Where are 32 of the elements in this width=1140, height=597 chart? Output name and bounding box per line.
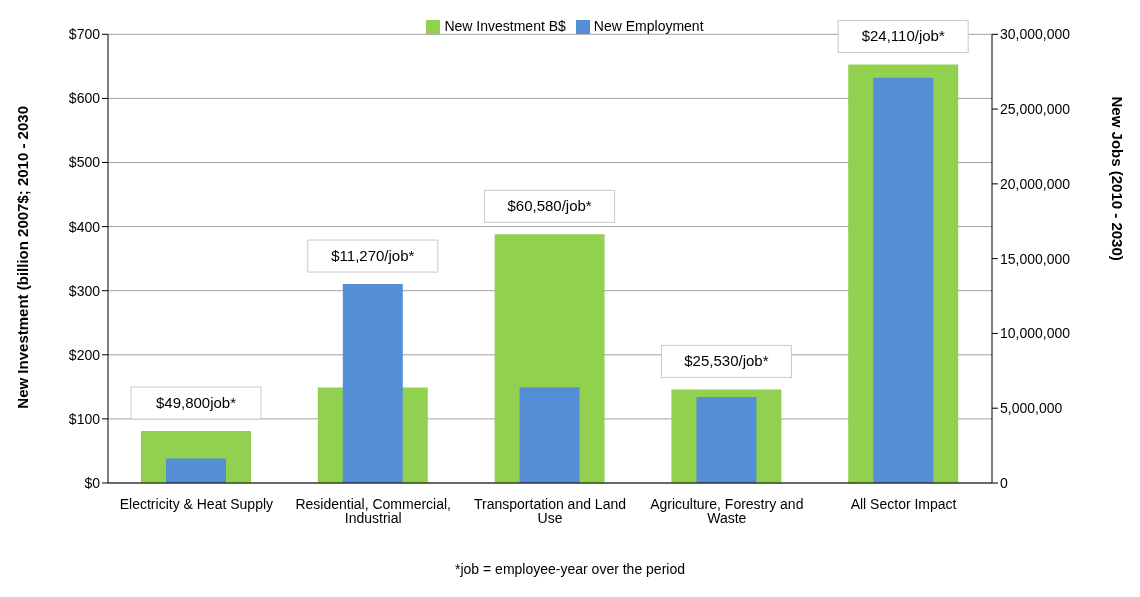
- legend-label: New Employment: [593, 18, 704, 34]
- y2-axis-title: New Jobs (2010 - 2030): [1108, 96, 1126, 261]
- annotation: $24,110/job*: [861, 27, 945, 45]
- x-tick-label: Transportation and Land Use: [473, 495, 627, 526]
- x-tick-label: All Sector Impact: [850, 495, 957, 512]
- y2-tick-label: 10,000,000: [1000, 325, 1071, 342]
- text: *job = employee-year over the period: [454, 561, 686, 577]
- x-tick-label: Residential, Commercial, Industrial: [295, 495, 451, 526]
- y2-tick-label: 0: [1000, 474, 1008, 491]
- y-tick-label: $0: [84, 474, 101, 491]
- y2-tick-label: 15,000,000: [1000, 250, 1071, 267]
- bar: [166, 458, 226, 483]
- bar: [519, 387, 580, 483]
- annotation: $11,270/job*: [331, 247, 415, 265]
- y2-tick-label: 20,000,000: [1000, 175, 1071, 192]
- y-tick-label: $200: [68, 346, 101, 363]
- annotation: $25,530/job*: [684, 352, 769, 370]
- annotation: $49,800job*: [155, 394, 237, 412]
- y2-tick-label: 30,000,000: [1000, 26, 1071, 43]
- y-tick-label: $100: [68, 410, 101, 427]
- annotation: $60,580/job*: [507, 197, 592, 215]
- x-tick-label: Electricity & Heat Supply: [119, 495, 274, 512]
- y2-tick-label: 5,000,000: [1000, 400, 1063, 417]
- y2-tick-label: 25,000,000: [1000, 101, 1071, 118]
- y-tick-label: $500: [68, 154, 101, 171]
- x-tick-label: Agriculture, Forestry and Waste: [650, 495, 804, 526]
- y-axis-title: New Investment (billion 2007$; 2010 - 2030: [14, 106, 32, 409]
- y-tick-label: $400: [68, 218, 101, 235]
- y-tick-label: $600: [68, 90, 101, 107]
- legend-label: New Investment B$: [444, 18, 566, 34]
- y-tick-label: $700: [68, 26, 101, 43]
- y-tick-label: $300: [68, 282, 101, 299]
